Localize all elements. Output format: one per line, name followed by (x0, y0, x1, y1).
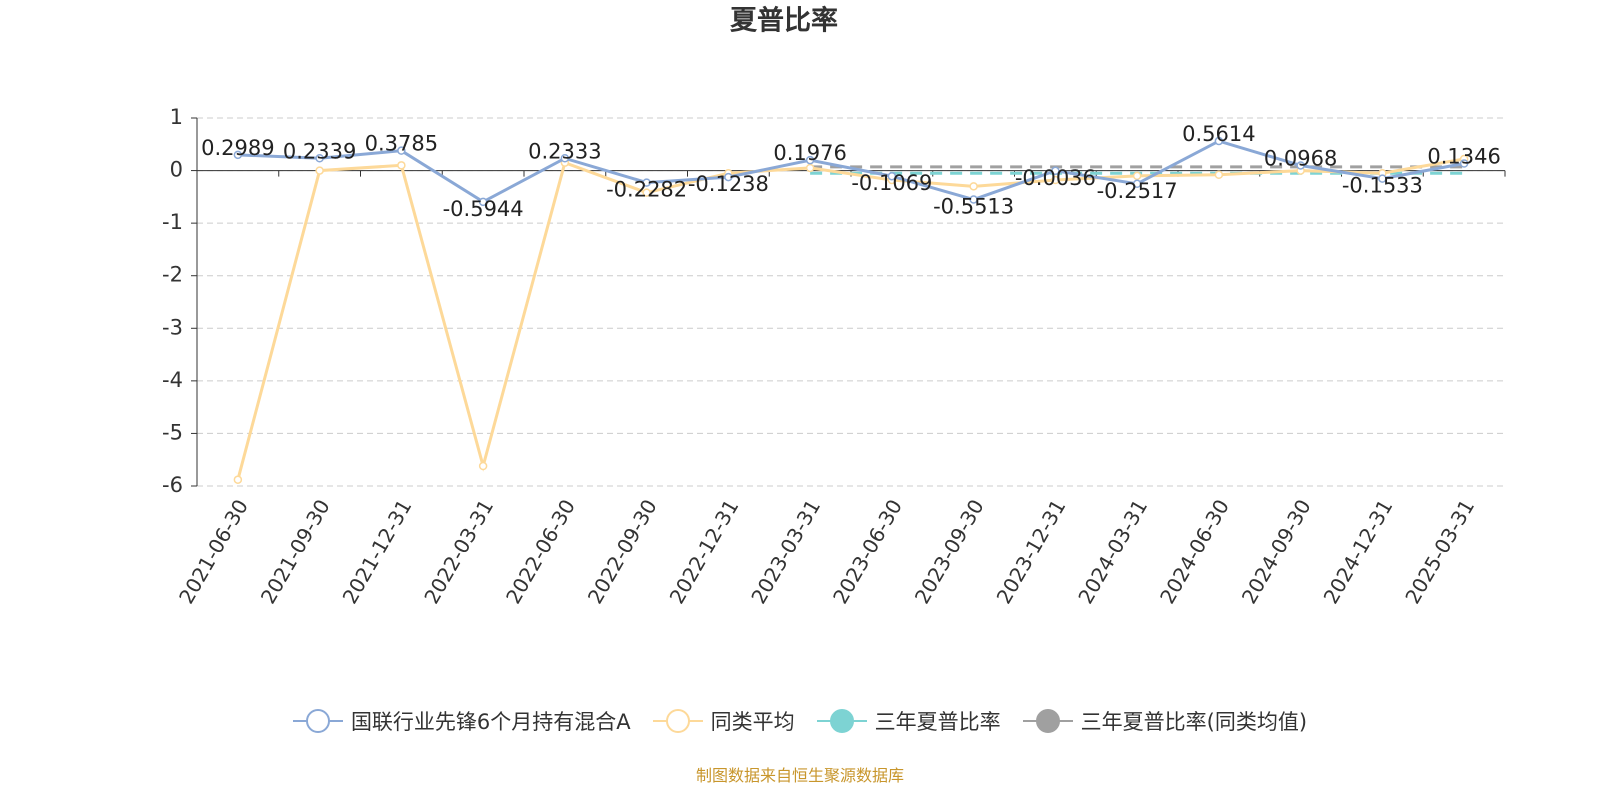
point (315, 154, 324, 163)
data-label: -0.5513 (933, 195, 1014, 219)
series-line (237, 139, 1465, 204)
legend-label: 同类平均 (710, 710, 795, 734)
point (642, 188, 651, 197)
legend-label: 国联行业先锋6个月持有混合A (350, 710, 631, 734)
point (724, 172, 733, 182)
legend-item[interactable]: 国联行业先锋6个月持有混合A (292, 706, 631, 736)
data-label: 0.0968 (1264, 146, 1337, 170)
x-tick-label: 2023-09-30 (910, 495, 989, 608)
x-tick-label: 2021-06-30 (174, 495, 253, 608)
point (969, 195, 978, 204)
point (397, 161, 406, 170)
data-label: 0.3785 (365, 132, 438, 156)
point (560, 154, 570, 163)
y-tick-label: -1 (162, 210, 183, 234)
legend-icon (292, 709, 343, 733)
legend-label: 三年夏普比率 (874, 710, 1001, 734)
data-label: 0.2989 (201, 136, 274, 160)
point (478, 461, 488, 471)
legend-symbol (829, 709, 854, 733)
legend-icon (652, 709, 703, 733)
point (1296, 161, 1305, 170)
data-label: 0.1976 (773, 141, 846, 165)
source-note: 制图数据来自恒生聚源数据库 (695, 766, 904, 785)
x-tick-label: 2024-06-30 (1155, 495, 1234, 608)
x-tick-label: 2021-12-31 (338, 495, 417, 608)
legend-label: 三年夏普比率(同类均值) (1080, 710, 1308, 734)
point (1378, 174, 1387, 183)
data-label: 0.5614 (1182, 122, 1255, 146)
data-label: -0.5944 (443, 197, 524, 221)
y-tick-label: 0 (170, 158, 183, 182)
point (969, 182, 978, 191)
legend-icon (1022, 709, 1073, 733)
x-tick-label: 2022-03-31 (419, 495, 498, 608)
point (1051, 166, 1060, 176)
point (805, 163, 815, 173)
x-tick-label: 2024-12-31 (1319, 495, 1398, 608)
y-tick-label: -5 (162, 420, 183, 444)
y-tick-label: -3 (162, 315, 183, 339)
x-tick-label: 2022-12-31 (665, 495, 744, 608)
data-label: -0.0036 (1015, 166, 1096, 190)
legend-symbol (305, 709, 330, 733)
legend-item[interactable]: 三年夏普比率(同类均值) (1022, 706, 1308, 736)
x-tick-label: 2023-03-31 (746, 495, 825, 608)
point (315, 166, 324, 175)
legend-icon (816, 709, 867, 733)
y-tick-label: -4 (162, 368, 183, 392)
legend-item[interactable]: 三年夏普比率 (816, 706, 1001, 736)
data-label: -0.1238 (688, 172, 769, 196)
data-label: 0.1346 (1427, 144, 1500, 168)
data-label: -0.1069 (851, 171, 932, 195)
data-label: 0.2339 (283, 139, 356, 163)
data-label: -0.2282 (606, 178, 687, 202)
x-tick-label: 2022-06-30 (501, 495, 580, 608)
point (233, 475, 243, 484)
point (397, 146, 406, 155)
x-tick-label: 2024-09-30 (1237, 495, 1316, 608)
point (1132, 171, 1142, 181)
x-tick-label: 2024-03-31 (1073, 495, 1152, 608)
legend-symbol (1035, 709, 1060, 733)
legend-item[interactable]: 同类平均 (652, 706, 795, 736)
x-tick-label: 2023-12-31 (992, 495, 1071, 608)
data-label: -0.2517 (1097, 179, 1178, 203)
point (887, 171, 897, 181)
y-tick-label: -6 (162, 473, 183, 497)
x-tick-label: 2021-09-30 (256, 495, 335, 608)
series-line (236, 157, 1465, 481)
data-label: -0.1533 (1342, 174, 1423, 198)
point (805, 155, 815, 165)
x-tick-label: 2022-09-30 (583, 495, 662, 608)
chart-title: 夏普比率 (730, 5, 838, 37)
point (478, 197, 488, 207)
x-tick-label: 2025-03-31 (1400, 495, 1479, 608)
point (233, 150, 243, 160)
x-tick-label: 2023-06-30 (828, 495, 907, 608)
legend: 国联行业先锋6个月持有混合A 同类平均 三年夏普比率 三年夏普比率(同类均值) (0, 706, 1600, 736)
point (1459, 159, 1469, 168)
y-tick-label: -2 (162, 263, 183, 287)
legend-symbol (665, 709, 690, 733)
data-label: 0.2333 (528, 139, 601, 163)
point (1051, 175, 1060, 185)
point (1214, 136, 1224, 146)
point (642, 178, 651, 187)
point (1214, 170, 1224, 180)
y-tick-label: 1 (170, 105, 183, 129)
point (1132, 179, 1142, 189)
